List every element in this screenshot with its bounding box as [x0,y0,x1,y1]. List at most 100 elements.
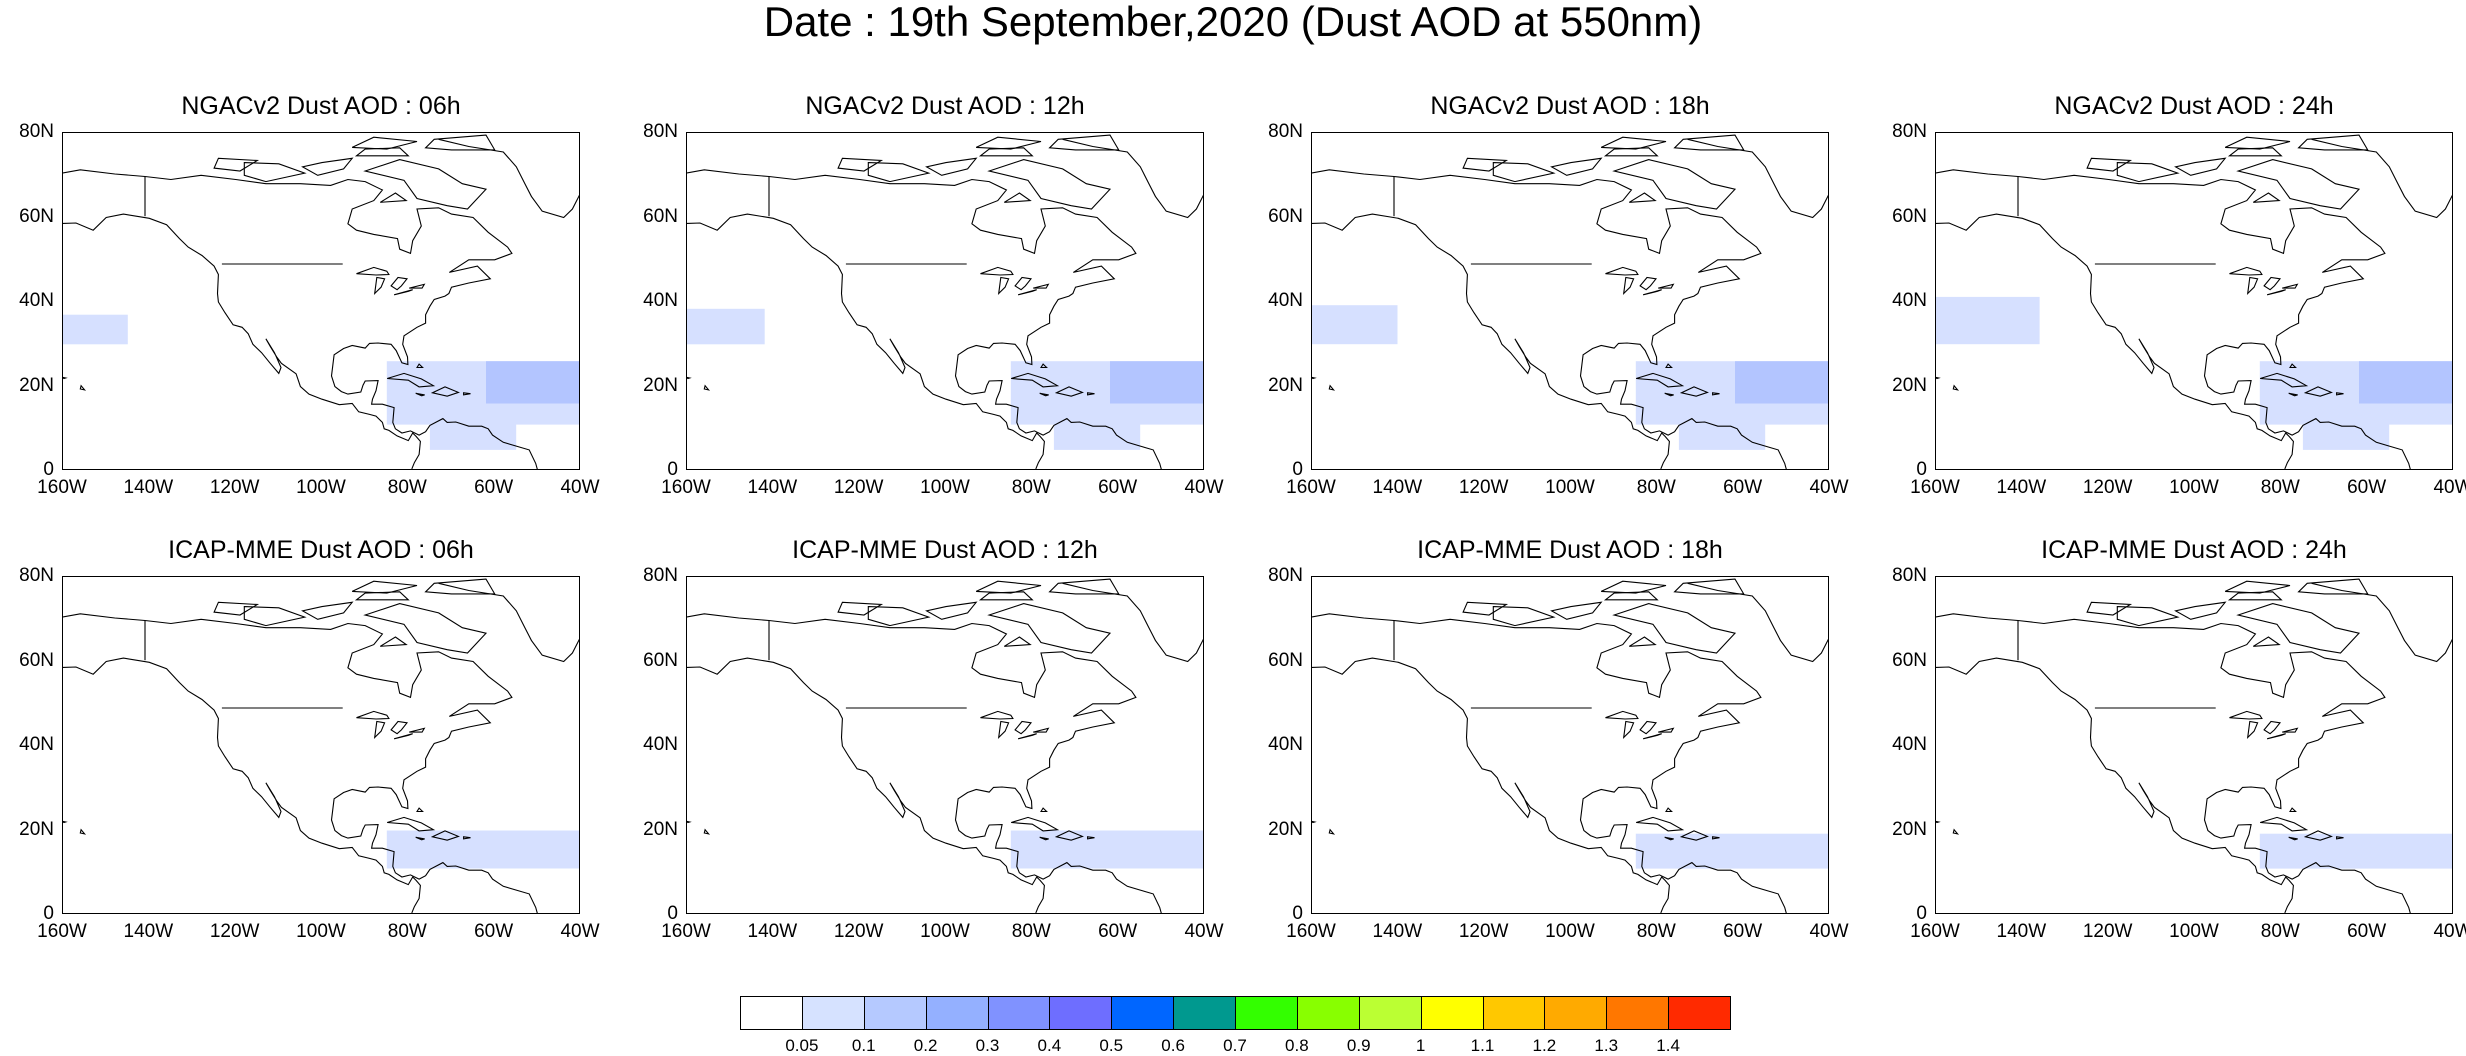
figure-title: Date : 19th September,2020 (Dust AOD at … [763,0,1703,45]
great-lake-outline [2282,727,2299,733]
island-outline [63,376,68,380]
great-lake-outline [997,276,1010,296]
y-tick-label: 20N [19,374,54,396]
caribbean-dust-plume [1053,407,1141,450]
panel-title: NGACv2 Dust AOD : 12h [805,92,1085,120]
panel-title: NGACv2 Dust AOD : 18h [1430,92,1710,120]
greenland-coastline [1062,138,1203,219]
island-outline [2303,830,2333,841]
arctic-island-outline [975,580,1042,594]
x-tick-label: 160W [37,921,87,942]
pacific-coastline [1312,213,1670,469]
greenland-coastline [2311,582,2452,663]
pacific-dust-plume [63,314,128,345]
atlantic-dust-core [1110,361,1203,404]
colorbar-label: 1 [1415,1036,1426,1055]
great-lake-outline [1639,276,1658,291]
atlantic-dust-core [2359,361,2452,404]
arctic-island-outline [987,603,1112,654]
x-tick-label: 140W [747,921,798,942]
arctic-island-outline [1492,606,1556,627]
x-tick-label: 100W [920,477,970,498]
great-lake-outline [409,283,426,289]
island-outline [2288,836,2298,841]
island-outline [1312,820,1317,824]
colorbar-cell [863,996,927,1030]
arctic-island-outline [2174,157,2227,176]
arctic-island-outline [1048,134,1120,151]
x-tick-label: 60W [1723,477,1763,498]
dust-plume-layer [63,314,579,450]
arctic-island-outline [867,606,931,627]
y-tick-label: 60N [1892,205,1927,227]
panel-title: NGACv2 Dust AOD : 24h [2054,92,2334,120]
x-tick-label: 160W [661,921,711,942]
y-tick-label: 0 [1292,459,1303,480]
island-outline [387,372,436,388]
dust-plume-layer [687,308,1203,450]
y-tick-label: 40N [643,290,678,311]
great-lake-outline [1658,283,1675,289]
island-outline [463,392,471,396]
atlantic-arctic-coastline [1936,169,2411,469]
great-lake-outline [2266,289,2286,296]
x-tick-label: 100W [2169,477,2219,498]
map-plot-area [62,132,580,470]
map-plot-area [1311,132,1829,470]
greenland-coastline [1687,582,1828,663]
x-tick-label: 40W [2433,477,2466,498]
x-tick-label: 100W [1545,921,1595,942]
y-tick-label: 20N [19,818,54,840]
colorbar-label: 0.1 [851,1036,876,1055]
x-tick-label: 140W [1996,921,2047,942]
x-tick-label: 100W [1545,477,1595,498]
island-outline [703,384,711,391]
x-tick-label: 140W [1372,477,1423,498]
atlantic-arctic-coastline [63,169,538,469]
atlantic-dust-plume [386,830,579,869]
island-outline [387,816,436,832]
great-lake-outline [2263,720,2282,735]
great-lake-outline [1639,720,1658,735]
island-outline [63,820,68,824]
x-tick-label: 140W [1996,477,2047,498]
island-outline [1312,376,1317,380]
colorbar-cell [740,996,803,1030]
pacific-dust-plume [1936,296,2040,345]
great-lake-outline [393,289,413,296]
caribbean-dust-plume [429,407,517,450]
y-tick-label: 80N [1268,565,1303,586]
map-svg [687,134,1203,469]
y-tick-label: 0 [667,903,678,924]
arctic-island-outline [1004,192,1032,203]
atlantic-arctic-coastline [1312,613,1787,913]
arctic-island-outline [2086,157,2133,172]
y-tick-label: 60N [1268,205,1303,227]
island-outline [79,384,87,391]
great-lake-outline [1622,720,1635,740]
x-tick-label: 160W [1910,477,1960,498]
great-lake-outline [1605,266,1639,276]
map-svg [687,578,1203,913]
x-tick-label: 160W [37,477,87,498]
map-plot-area [686,576,1204,914]
arctic-island-outline [351,580,418,594]
x-tick-label: 140W [123,921,174,942]
island-outline [1054,386,1084,397]
island-outline [1665,363,1673,369]
x-tick-label: 120W [209,921,260,942]
x-tick-label: 140W [1372,921,1423,942]
y-tick-label: 80N [1268,121,1303,142]
island-outline [430,386,460,397]
great-lake-outline [1658,727,1675,733]
pacific-coastline [63,657,421,913]
x-tick-label: 40W [1809,921,1849,942]
island-outline [415,836,425,841]
great-lake-outline [1033,727,1050,733]
atlantic-dust-core [1735,361,1828,404]
colorbar-label: 0.4 [1037,1036,1062,1055]
island-outline [2289,363,2297,369]
pacific-coastline [1936,657,2294,913]
arctic-island-outline [975,136,1042,150]
arctic-island-outline [301,157,354,176]
